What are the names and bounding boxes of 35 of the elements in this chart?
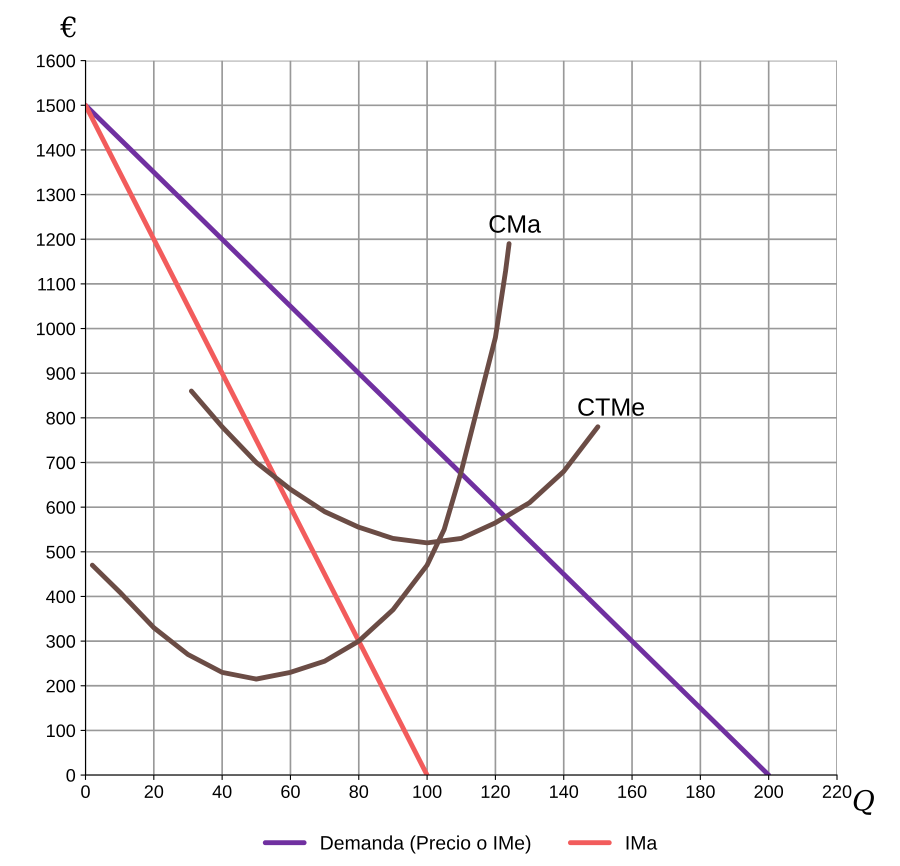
- x-tick-label: 80: [350, 785, 368, 798]
- y-tick-label: 1300: [36, 188, 76, 202]
- y-tick-label: 700: [46, 456, 76, 470]
- legend-label: Demanda (Precio o IMe): [321, 835, 530, 854]
- y-tick-label: 1000: [36, 322, 76, 336]
- y-tick-label: 1500: [36, 99, 76, 112]
- x-tick-label: 200: [754, 785, 784, 798]
- x-tick-label: 20: [144, 785, 164, 798]
- legend-label: IMa: [626, 836, 658, 850]
- x-tick-label: 40: [212, 785, 232, 798]
- annotation: CMa: [490, 215, 542, 233]
- x-tick-label: 160: [618, 785, 646, 798]
- y-tick-label: 900: [46, 367, 76, 380]
- x-tick-label: 220: [822, 785, 852, 798]
- y-tick-label: 300: [46, 635, 76, 648]
- y-tick-label: 800: [46, 412, 76, 425]
- y-tick-label: 1400: [36, 144, 76, 157]
- x-axis-title: Q: [854, 790, 874, 815]
- y-tick-label: 100: [47, 724, 76, 738]
- y-axis-title: €: [60, 16, 76, 38]
- x-tick-label: 100: [413, 785, 442, 798]
- y-tick-label: 400: [46, 590, 76, 604]
- y-tick-label: 1100: [38, 278, 76, 291]
- y-tick-label: 0: [66, 769, 76, 782]
- x-tick-label: 180: [686, 785, 715, 798]
- x-tick-label: 140: [550, 785, 578, 798]
- y-tick-label: 1200: [36, 233, 76, 246]
- y-tick-label: 600: [46, 501, 76, 514]
- x-tick-label: 120: [482, 785, 510, 798]
- x-tick-label: 0: [81, 785, 90, 798]
- annotation: CTMe: [578, 398, 644, 416]
- y-tick-label: 1600: [36, 54, 76, 68]
- x-tick-label: 60: [281, 785, 300, 798]
- y-tick-label: 200: [46, 680, 76, 692]
- y-tick-label: 500: [46, 546, 76, 559]
